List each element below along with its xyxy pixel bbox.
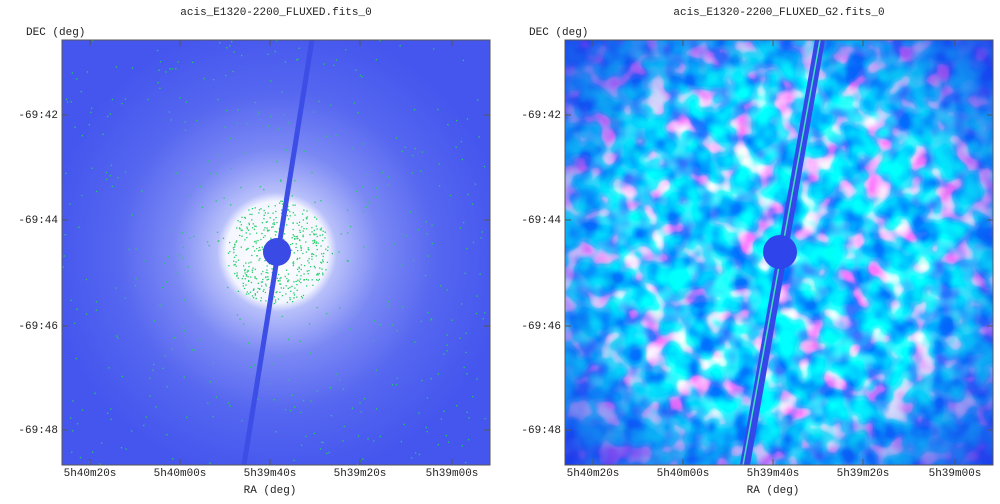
image-right [565,40,993,465]
x-tick-label: 5h39m40s [747,468,800,480]
x-tick-label: 5h39m40s [244,468,297,480]
image-frame [61,39,491,466]
y-tick-label: -69:44 [521,215,561,227]
x-tick-label: 5h39m00s [426,468,479,480]
x-tick-label: 5h40m20s [64,468,117,480]
image-frame [564,39,994,466]
y-tick-label: -69:46 [18,321,58,333]
y-axis-label: DEC (deg) [26,27,85,39]
panel-title: acis_E1320-2200_FLUXED.fits_0 [180,7,371,19]
x-tick-label: 5h39m20s [837,468,890,480]
x-tick-label: 5h40m20s [567,468,620,480]
x-tick-label: 5h40m00s [154,468,207,480]
y-tick-label: -69:42 [18,110,58,122]
y-tick-label: -69:48 [18,425,58,437]
y-tick-label: -69:48 [521,425,561,437]
y-tick-label: -69:44 [18,215,58,227]
x-tick-label: 5h39m00s [929,468,982,480]
x-axis-label: RA (deg) [747,485,800,497]
x-tick-label: 5h40m00s [657,468,710,480]
x-axis-label: RA (deg) [244,485,297,497]
y-tick-label: -69:46 [521,321,561,333]
x-tick-label: 5h39m20s [334,468,387,480]
image-left [62,40,490,465]
y-axis-label: DEC (deg) [529,27,588,39]
y-tick-label: -69:42 [521,110,561,122]
panel-title: acis_E1320-2200_FLUXED_G2.fits_0 [673,7,884,19]
